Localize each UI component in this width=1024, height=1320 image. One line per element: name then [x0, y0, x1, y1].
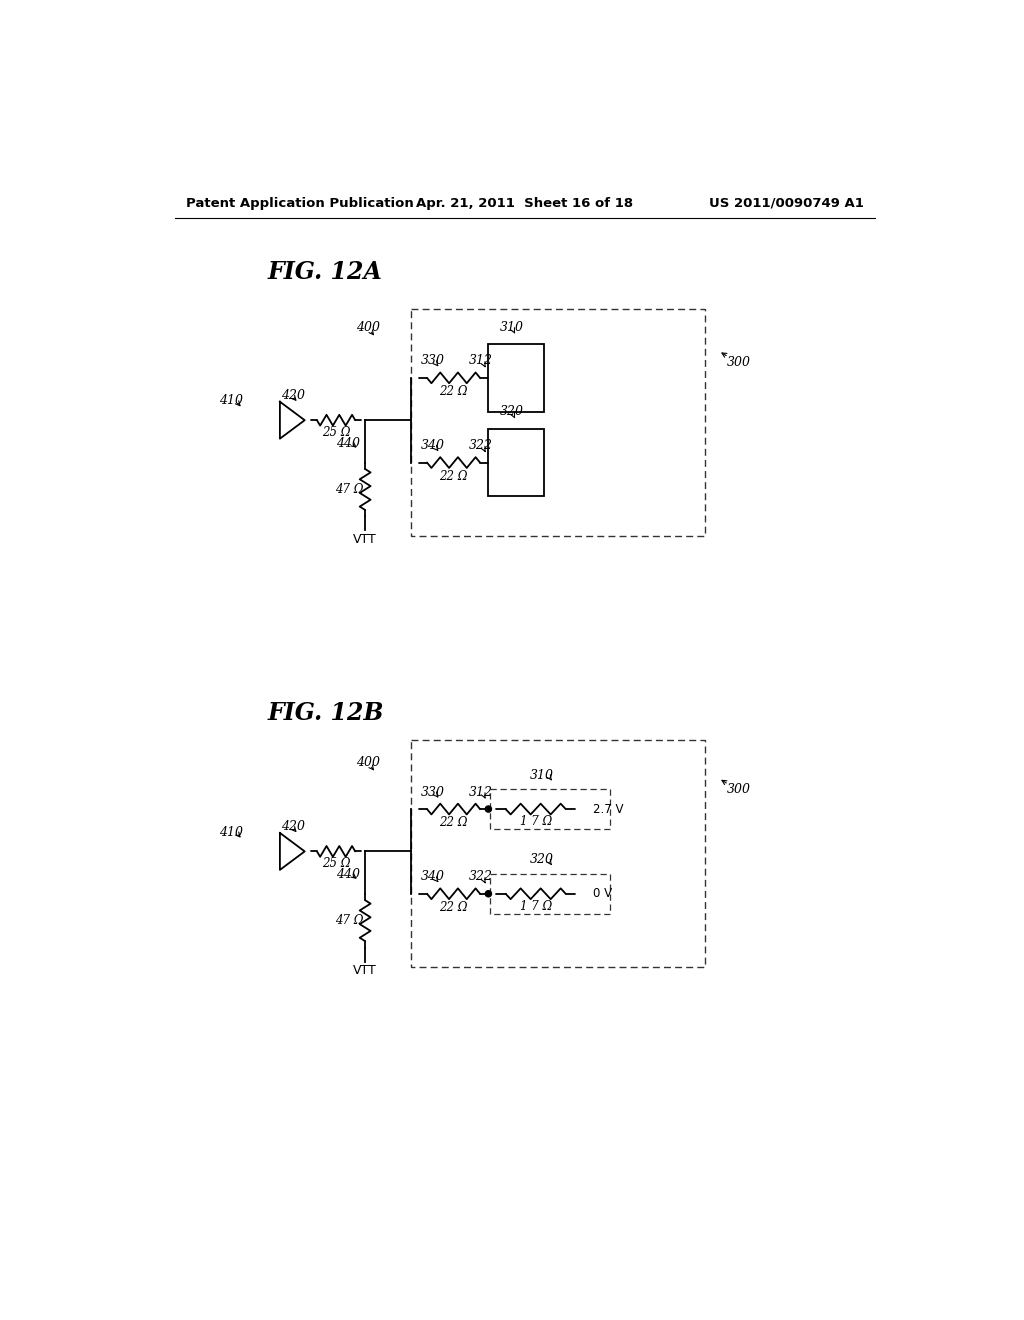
Text: 340: 340 — [421, 440, 444, 453]
Text: 320: 320 — [529, 853, 554, 866]
Text: 440: 440 — [336, 869, 360, 880]
Text: 440: 440 — [336, 437, 360, 450]
Text: 420: 420 — [281, 820, 305, 833]
Text: 2.7 V: 2.7 V — [593, 803, 624, 816]
Text: 22 Ω: 22 Ω — [439, 816, 468, 829]
Bar — [489, 874, 610, 913]
Text: Apr. 21, 2011  Sheet 16 of 18: Apr. 21, 2011 Sheet 16 of 18 — [416, 197, 634, 210]
Text: 312: 312 — [469, 785, 493, 799]
Text: 312: 312 — [469, 354, 493, 367]
Text: 22 Ω: 22 Ω — [439, 470, 468, 483]
Circle shape — [485, 891, 492, 896]
Text: 22 Ω: 22 Ω — [439, 385, 468, 399]
Text: 410: 410 — [219, 825, 243, 838]
Text: 1 7 Ω: 1 7 Ω — [519, 814, 552, 828]
Text: 400: 400 — [356, 321, 380, 334]
Circle shape — [485, 807, 492, 812]
Text: 320: 320 — [500, 405, 523, 418]
Bar — [411, 739, 706, 966]
Text: 25 Ω: 25 Ω — [322, 857, 350, 870]
Bar — [489, 789, 610, 829]
Text: VTT: VTT — [353, 964, 377, 977]
Text: 322: 322 — [469, 440, 493, 453]
Text: 47 Ω: 47 Ω — [336, 915, 364, 927]
Text: 1 7 Ω: 1 7 Ω — [519, 899, 552, 912]
Text: 330: 330 — [421, 354, 444, 367]
Text: 410: 410 — [219, 395, 243, 408]
Text: FIG. 12A: FIG. 12A — [267, 260, 382, 284]
Text: 300: 300 — [727, 356, 751, 370]
Text: 310: 310 — [529, 768, 554, 781]
Text: 22 Ω: 22 Ω — [439, 902, 468, 915]
Text: 310: 310 — [500, 321, 523, 334]
Text: 25 Ω: 25 Ω — [322, 426, 350, 440]
Text: 47 Ω: 47 Ω — [336, 483, 364, 496]
Bar — [488, 429, 544, 496]
Text: VTT: VTT — [353, 533, 377, 546]
Text: 330: 330 — [421, 785, 444, 799]
Text: US 2011/0090749 A1: US 2011/0090749 A1 — [710, 197, 864, 210]
Text: 340: 340 — [421, 870, 444, 883]
Text: 420: 420 — [281, 389, 305, 403]
Text: 400: 400 — [356, 756, 380, 770]
Bar — [411, 309, 706, 536]
Text: 0 V: 0 V — [593, 887, 612, 900]
Bar — [488, 345, 544, 412]
Text: Patent Application Publication: Patent Application Publication — [186, 197, 414, 210]
Text: 322: 322 — [469, 870, 493, 883]
Text: FIG. 12B: FIG. 12B — [267, 701, 384, 725]
Text: 300: 300 — [727, 783, 751, 796]
